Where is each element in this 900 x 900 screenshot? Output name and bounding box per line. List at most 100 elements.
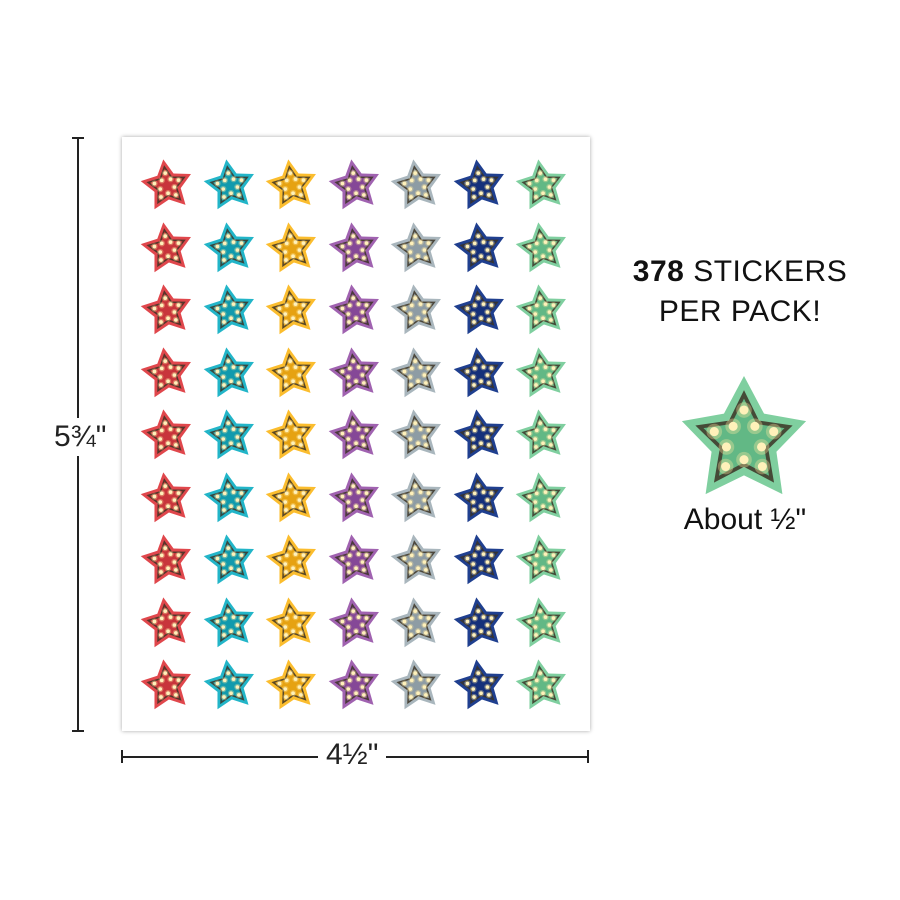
marquee-star-icon: [140, 597, 192, 648]
marquee-star-icon: [265, 347, 317, 398]
star-sticker-teal: [199, 341, 262, 404]
marquee-star-icon: [140, 347, 192, 398]
star-sticker-green: [511, 278, 574, 341]
marquee-star-icon: [328, 222, 379, 273]
marquee-star-icon: [265, 472, 317, 523]
marquee-star-icon: [140, 222, 192, 273]
star-sticker-yellow: [261, 278, 324, 341]
marquee-star-icon: [265, 159, 317, 210]
star-sticker-purple: [324, 653, 387, 716]
marquee-star-icon: [390, 409, 442, 460]
marquee-star-icon: [515, 659, 567, 710]
star-sticker-teal: [199, 528, 262, 591]
star-sticker-purple: [324, 278, 387, 341]
star-sticker-yellow: [261, 153, 324, 216]
star-sticker-navy: [449, 466, 512, 529]
marquee-star-icon: [515, 222, 567, 273]
star-sticker-navy: [449, 341, 512, 404]
star-sticker-red: [136, 466, 199, 529]
star-sticker-gray: [386, 341, 449, 404]
marquee-star-icon: [265, 222, 317, 273]
marquee-star-icon: [515, 347, 567, 398]
star-sticker-purple: [324, 466, 387, 529]
star-sticker-gray: [386, 653, 449, 716]
star-sticker-yellow: [261, 528, 324, 591]
star-sticker-green: [511, 341, 574, 404]
marquee-star-icon: [390, 597, 442, 648]
star-sticker-green: [511, 466, 574, 529]
width-dimension-cap-right: [587, 750, 589, 763]
star-sticker-yellow: [261, 466, 324, 529]
marquee-star-icon: [140, 659, 192, 710]
star-sticker-teal: [199, 653, 262, 716]
marquee-star-icon: [390, 472, 442, 523]
marquee-star-icon: [203, 409, 254, 460]
star-sticker-gray: [386, 278, 449, 341]
marquee-star-icon: [265, 597, 317, 648]
star-sticker-red: [136, 403, 199, 466]
marquee-star-icon: [140, 159, 192, 210]
star-sticker-teal: [199, 591, 262, 654]
star-sticker-navy: [449, 528, 512, 591]
marquee-star-icon: [453, 222, 504, 273]
sticker-count-headline: 378 STICKERS PER PACK!: [600, 252, 880, 332]
marquee-star-icon: [515, 284, 567, 335]
marquee-star-icon: [140, 409, 192, 460]
height-dimension-label: 5¾": [54, 418, 107, 456]
marquee-star-icon: [140, 472, 192, 523]
marquee-star-icon: [515, 597, 567, 648]
marquee-star-icon: [203, 284, 254, 335]
marquee-star-icon: [140, 534, 192, 585]
star-sticker-teal: [199, 153, 262, 216]
sample-star-icon: [681, 375, 807, 495]
star-sticker-yellow: [261, 653, 324, 716]
star-sticker-red: [136, 153, 199, 216]
star-sticker-purple: [324, 153, 387, 216]
marquee-star-icon: [390, 159, 442, 210]
star-sticker-green: [511, 528, 574, 591]
star-sticker-red: [136, 278, 199, 341]
star-sticker-teal: [199, 466, 262, 529]
marquee-star-icon: [515, 534, 567, 585]
marquee-star-icon: [203, 222, 254, 273]
star-sticker-purple: [324, 528, 387, 591]
marquee-star-icon: [453, 597, 504, 648]
marquee-star-icon: [140, 284, 192, 335]
marquee-star-icon: [453, 659, 504, 710]
height-dimension-cap-top: [72, 137, 84, 139]
star-sticker-purple: [324, 403, 387, 466]
star-sticker-yellow: [261, 591, 324, 654]
star-sticker-navy: [449, 403, 512, 466]
star-sticker-yellow: [261, 216, 324, 279]
sample-size-caption: About ½": [683, 503, 807, 536]
height-dimension-cap-bottom: [72, 730, 84, 732]
star-sticker-navy: [449, 591, 512, 654]
headline-line-1: 378 STICKERS: [600, 252, 880, 292]
marquee-star-icon: [390, 222, 442, 273]
sticker-count: 378: [632, 255, 685, 288]
star-sticker-gray: [386, 591, 449, 654]
star-sticker-navy: [449, 653, 512, 716]
marquee-star-icon: [515, 409, 567, 460]
star-sticker-teal: [199, 403, 262, 466]
marquee-star-icon: [203, 659, 254, 710]
marquee-star-icon: [328, 472, 379, 523]
marquee-star-icon: [328, 284, 379, 335]
marquee-star-icon: [265, 534, 317, 585]
marquee-star-icon: [453, 347, 504, 398]
headline-stickers-word: STICKERS: [693, 255, 848, 288]
width-dimension-cap-left: [121, 750, 123, 763]
marquee-star-icon: [328, 534, 379, 585]
star-sticker-teal: [199, 278, 262, 341]
star-sticker-red: [136, 528, 199, 591]
star-sticker-red: [136, 653, 199, 716]
star-sticker-green: [511, 153, 574, 216]
marquee-star-icon: [203, 159, 254, 210]
marquee-star-icon: [515, 472, 567, 523]
marquee-star-icon: [265, 409, 317, 460]
star-sticker-green: [511, 403, 574, 466]
star-sticker-green: [511, 591, 574, 654]
marquee-star-icon: [453, 409, 504, 460]
marquee-star-icon: [390, 659, 442, 710]
marquee-star-icon: [203, 534, 254, 585]
